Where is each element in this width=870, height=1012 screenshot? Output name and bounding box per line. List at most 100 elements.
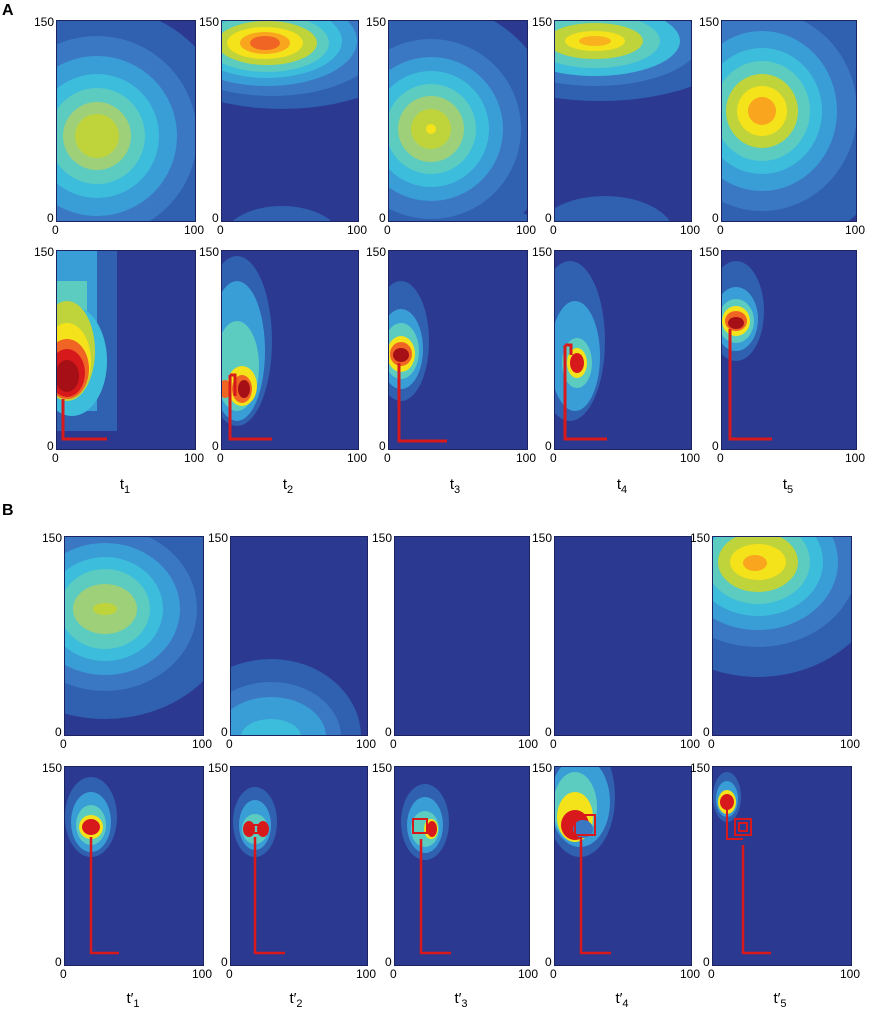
heatmap-svg bbox=[222, 256, 272, 441]
y-tick-min: 0 bbox=[379, 439, 386, 453]
heatmap-svg bbox=[65, 777, 119, 955]
x-tick-max: 100 bbox=[840, 737, 861, 751]
time-label-b-2: t′2 bbox=[289, 990, 303, 1010]
heatmap-svg bbox=[722, 21, 856, 221]
y-tick-max: 150 bbox=[532, 761, 553, 775]
y-tick-min: 0 bbox=[55, 725, 62, 739]
x-tick-max: 100 bbox=[840, 967, 861, 981]
time-label-a-3: t3 bbox=[449, 476, 461, 496]
x-tick-min: 0 bbox=[390, 737, 397, 751]
x-tick-min: 0 bbox=[60, 737, 67, 751]
y-tick-max: 150 bbox=[699, 15, 720, 29]
x-tick-max: 100 bbox=[347, 223, 368, 237]
x-tick-max: 100 bbox=[192, 737, 213, 751]
x-tick-max: 100 bbox=[347, 451, 368, 465]
y-tick-max: 150 bbox=[34, 245, 55, 259]
y-tick-max: 150 bbox=[42, 531, 63, 545]
y-tick-min: 0 bbox=[712, 211, 719, 225]
heatmap-a-bottom-3 bbox=[388, 250, 528, 450]
x-tick-max: 100 bbox=[184, 451, 205, 465]
heatmap-b-top-1 bbox=[64, 536, 204, 736]
y-tick-min: 0 bbox=[545, 955, 552, 969]
y-tick-min: 0 bbox=[212, 211, 219, 225]
heatmap-a-top-3 bbox=[388, 20, 528, 222]
y-tick-max: 150 bbox=[34, 15, 55, 29]
heatmap-svg bbox=[555, 261, 607, 441]
x-tick-max: 100 bbox=[518, 737, 539, 751]
x-tick-max: 100 bbox=[192, 967, 213, 981]
y-tick-min: 0 bbox=[55, 955, 62, 969]
x-tick-min: 0 bbox=[717, 223, 724, 237]
y-tick-min: 0 bbox=[545, 725, 552, 739]
x-tick-max: 100 bbox=[518, 967, 539, 981]
y-tick-max: 150 bbox=[208, 761, 229, 775]
time-label-b-3: t′3 bbox=[454, 990, 468, 1010]
heatmap-b-top-4 bbox=[554, 536, 692, 736]
y-tick-max: 150 bbox=[199, 245, 220, 259]
time-label-a-4: t4 bbox=[616, 476, 628, 496]
x-tick-min: 0 bbox=[384, 451, 391, 465]
y-tick-max: 150 bbox=[532, 531, 553, 545]
heatmap-a-top-1 bbox=[56, 20, 196, 222]
heatmap-a-top-5 bbox=[721, 20, 857, 222]
heatmap-svg bbox=[222, 21, 358, 221]
heatmap-b-bottom-4 bbox=[554, 766, 692, 966]
x-tick-min: 0 bbox=[550, 737, 557, 751]
y-tick-max: 150 bbox=[366, 245, 387, 259]
heatmap-b-bottom-3 bbox=[394, 766, 530, 966]
heatmap-a-bottom-2 bbox=[221, 250, 359, 450]
x-tick-min: 0 bbox=[226, 737, 233, 751]
heatmap-svg bbox=[401, 784, 451, 955]
time-label-b-4: t′4 bbox=[615, 990, 629, 1010]
x-tick-max: 100 bbox=[845, 223, 866, 237]
x-tick-max: 100 bbox=[184, 223, 205, 237]
x-tick-max: 100 bbox=[680, 967, 701, 981]
y-tick-min: 0 bbox=[212, 439, 219, 453]
y-tick-max: 150 bbox=[532, 245, 553, 259]
time-label-a-1: t1 bbox=[119, 476, 131, 496]
y-tick-max: 150 bbox=[372, 761, 393, 775]
heatmap-b-bottom-2 bbox=[230, 766, 368, 966]
heatmap-b-top-5 bbox=[712, 536, 852, 736]
x-tick-min: 0 bbox=[217, 223, 224, 237]
x-tick-max: 100 bbox=[356, 967, 377, 981]
heatmap-svg bbox=[713, 772, 771, 955]
x-tick-min: 0 bbox=[52, 451, 59, 465]
y-tick-max: 150 bbox=[690, 761, 711, 775]
heatmap-b-top-2 bbox=[230, 536, 368, 736]
x-tick-min: 0 bbox=[708, 967, 715, 981]
time-label-b-5: t′5 bbox=[773, 990, 787, 1010]
heatmap-a-top-2 bbox=[221, 20, 359, 222]
x-tick-min: 0 bbox=[708, 737, 715, 751]
heatmap-a-bottom-4 bbox=[554, 250, 692, 450]
y-tick-min: 0 bbox=[47, 211, 54, 225]
y-tick-min: 0 bbox=[545, 211, 552, 225]
y-tick-max: 150 bbox=[366, 15, 387, 29]
y-tick-min: 0 bbox=[379, 211, 386, 225]
heatmap-b-bottom-1 bbox=[64, 766, 204, 966]
y-tick-max: 150 bbox=[208, 531, 229, 545]
heatmap-svg bbox=[722, 261, 772, 441]
x-tick-min: 0 bbox=[550, 967, 557, 981]
heatmap-svg bbox=[555, 21, 691, 221]
heatmap-a-bottom-1 bbox=[56, 250, 196, 450]
y-tick-min: 0 bbox=[221, 955, 228, 969]
x-tick-max: 100 bbox=[516, 223, 537, 237]
y-tick-max: 150 bbox=[699, 245, 720, 259]
x-tick-min: 0 bbox=[717, 451, 724, 465]
y-tick-min: 0 bbox=[712, 439, 719, 453]
x-tick-max: 100 bbox=[516, 451, 537, 465]
y-tick-min: 0 bbox=[703, 955, 710, 969]
y-tick-min: 0 bbox=[47, 439, 54, 453]
y-tick-min: 0 bbox=[385, 725, 392, 739]
y-tick-max: 150 bbox=[690, 531, 711, 545]
x-tick-min: 0 bbox=[217, 451, 224, 465]
x-tick-min: 0 bbox=[52, 223, 59, 237]
x-tick-min: 0 bbox=[226, 967, 233, 981]
heatmap-svg bbox=[713, 537, 851, 677]
x-tick-max: 100 bbox=[680, 223, 701, 237]
y-tick-min: 0 bbox=[545, 439, 552, 453]
y-tick-min: 0 bbox=[385, 955, 392, 969]
heatmap-b-bottom-5 bbox=[712, 766, 852, 966]
x-tick-min: 0 bbox=[390, 967, 397, 981]
